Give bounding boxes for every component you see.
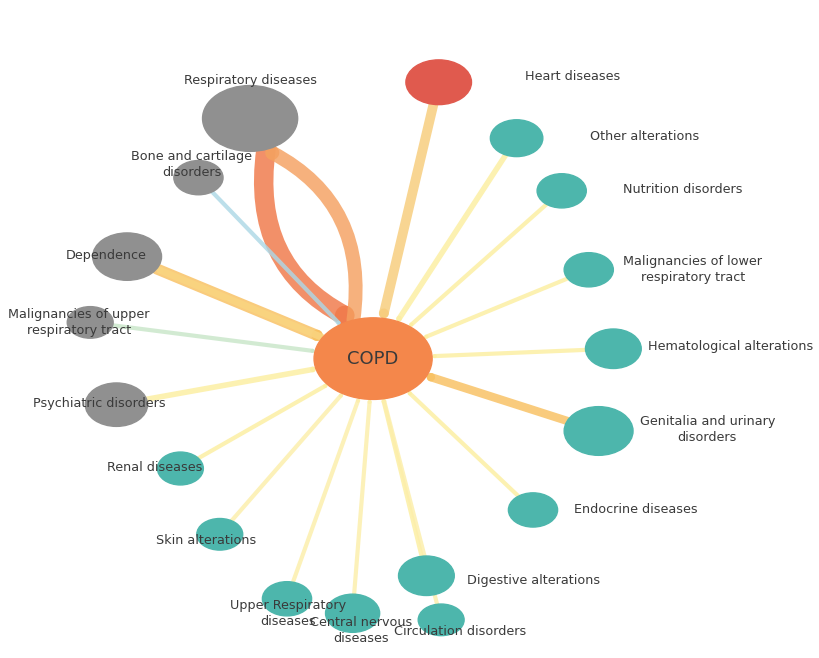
- Ellipse shape: [563, 407, 632, 455]
- FancyArrowPatch shape: [272, 153, 355, 320]
- FancyArrowPatch shape: [399, 155, 505, 318]
- Text: Circulation disorders: Circulation disorders: [393, 625, 525, 638]
- FancyArrowPatch shape: [383, 105, 433, 313]
- FancyArrowPatch shape: [430, 377, 567, 421]
- Text: Nutrition disorders: Nutrition disorders: [622, 183, 742, 196]
- FancyArrowPatch shape: [147, 369, 313, 399]
- Text: Digestive alterations: Digestive alterations: [467, 574, 600, 587]
- Ellipse shape: [398, 556, 454, 595]
- Ellipse shape: [405, 60, 471, 105]
- Text: Endocrine diseases: Endocrine diseases: [573, 503, 697, 516]
- Ellipse shape: [585, 329, 640, 368]
- FancyArrowPatch shape: [160, 270, 322, 338]
- Ellipse shape: [197, 519, 242, 550]
- Ellipse shape: [174, 161, 223, 195]
- Text: Hematological alterations: Hematological alterations: [647, 340, 812, 353]
- Text: Central nervous
diseases: Central nervous diseases: [310, 616, 412, 645]
- Text: Renal diseases: Renal diseases: [106, 461, 201, 474]
- Text: Dependence: Dependence: [66, 249, 147, 262]
- Ellipse shape: [67, 307, 113, 338]
- FancyArrowPatch shape: [231, 395, 341, 520]
- FancyArrowPatch shape: [156, 269, 317, 336]
- Text: Bone and cartilage
disorders: Bone and cartilage disorders: [131, 150, 252, 179]
- Ellipse shape: [325, 594, 379, 632]
- FancyArrowPatch shape: [354, 402, 369, 594]
- Text: Other alterations: Other alterations: [590, 130, 699, 143]
- Ellipse shape: [490, 120, 542, 157]
- Ellipse shape: [262, 582, 311, 616]
- Ellipse shape: [157, 452, 203, 485]
- Ellipse shape: [418, 604, 464, 636]
- FancyArrowPatch shape: [410, 393, 518, 496]
- FancyArrowPatch shape: [212, 192, 338, 323]
- Ellipse shape: [563, 253, 613, 287]
- FancyArrowPatch shape: [434, 350, 585, 356]
- Ellipse shape: [202, 86, 297, 151]
- FancyArrowPatch shape: [113, 325, 312, 351]
- FancyArrowPatch shape: [264, 149, 344, 316]
- Text: Psychiatric disorders: Psychiatric disorders: [33, 397, 165, 410]
- FancyArrowPatch shape: [410, 204, 546, 324]
- FancyArrowPatch shape: [383, 401, 437, 604]
- Text: Malignancies of lower
respiratory tract: Malignancies of lower respiratory tract: [622, 255, 762, 284]
- Text: Upper Respiratory
diseases: Upper Respiratory diseases: [229, 599, 346, 628]
- FancyArrowPatch shape: [198, 386, 325, 458]
- Ellipse shape: [85, 383, 147, 426]
- Ellipse shape: [536, 174, 586, 208]
- Ellipse shape: [93, 233, 161, 280]
- Ellipse shape: [314, 318, 432, 399]
- Text: Heart diseases: Heart diseases: [524, 70, 619, 84]
- FancyArrowPatch shape: [426, 278, 567, 337]
- Text: Malignancies of upper
respiratory tract: Malignancies of upper respiratory tract: [8, 308, 150, 337]
- Text: Respiratory diseases: Respiratory diseases: [183, 74, 316, 87]
- Ellipse shape: [508, 493, 557, 527]
- Text: Genitalia and urinary
disorders: Genitalia and urinary disorders: [639, 415, 774, 444]
- FancyArrowPatch shape: [383, 401, 421, 556]
- Text: COPD: COPD: [347, 349, 398, 368]
- FancyArrowPatch shape: [292, 401, 358, 582]
- Text: Skin alterations: Skin alterations: [156, 534, 256, 547]
